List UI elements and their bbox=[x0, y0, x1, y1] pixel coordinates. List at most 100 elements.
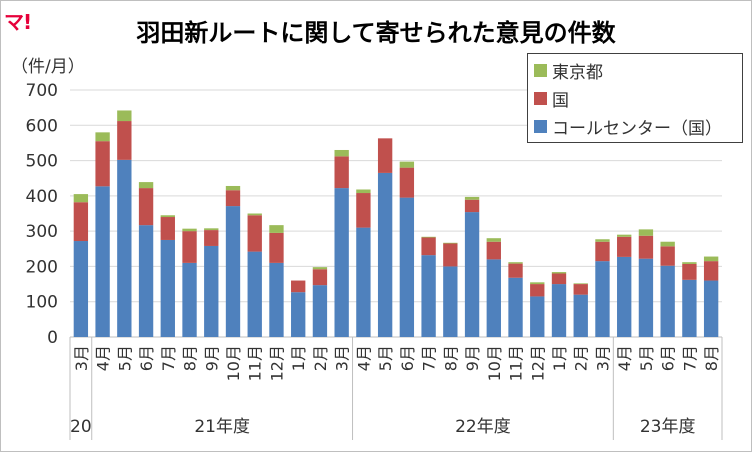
x-tick-label: 4月 bbox=[94, 345, 113, 371]
x-tick-label: 1月 bbox=[289, 345, 308, 371]
bar-segment-series-2 bbox=[573, 283, 588, 285]
x-tick-label: 5月 bbox=[376, 345, 395, 371]
x-tick-label: 7月 bbox=[680, 345, 699, 371]
bar-segment-series-2 bbox=[551, 272, 567, 274]
bar-segment-series-2 bbox=[443, 242, 458, 244]
bar-segment-series-0 bbox=[421, 255, 436, 337]
bar-segment-series-1 bbox=[660, 246, 675, 266]
bar-segment-series-0 bbox=[269, 262, 284, 337]
x-tick-label: 11月 bbox=[507, 345, 526, 381]
x-group-label: 21年度 bbox=[194, 417, 250, 437]
bar-segment-series-1 bbox=[443, 243, 458, 267]
legend-item-tokyo: 東京都 bbox=[534, 58, 603, 83]
x-tick-label: 9月 bbox=[202, 345, 221, 371]
bar-segment-series-2 bbox=[160, 215, 175, 218]
bar-segment-series-0 bbox=[117, 159, 132, 337]
bar-segment-series-2 bbox=[204, 228, 219, 231]
bar-segment-series-0 bbox=[595, 261, 610, 337]
bar-segment-series-1 bbox=[508, 263, 523, 278]
bar-segment-series-0 bbox=[138, 225, 154, 337]
y-tick-label: 400 bbox=[26, 187, 58, 207]
bar-segment-series-2 bbox=[703, 256, 719, 262]
y-axis-tick-labels: 0 100 200 300 400 500 600 700 bbox=[26, 81, 58, 348]
x-tick-label: 6月 bbox=[137, 345, 156, 371]
bar-segment-series-1 bbox=[291, 280, 306, 293]
bar-segment-series-2 bbox=[595, 239, 610, 242]
bar-segment-series-0 bbox=[703, 280, 719, 337]
bar-segment-series-0 bbox=[660, 265, 675, 337]
bar-segment-series-1 bbox=[160, 217, 175, 240]
x-group-label: 20 bbox=[70, 417, 92, 437]
x-group-label: 23年度 bbox=[640, 417, 696, 437]
y-tick-label: 200 bbox=[26, 257, 58, 277]
bar-segment-series-1 bbox=[530, 284, 545, 297]
legend-label-call-center: コールセンター（国） bbox=[552, 118, 722, 139]
bar-segment-series-1 bbox=[269, 232, 284, 263]
bar-segment-series-2 bbox=[269, 225, 284, 233]
bar-segment-series-2 bbox=[334, 149, 349, 157]
bar-segment-series-2 bbox=[356, 189, 371, 194]
bars bbox=[73, 110, 719, 337]
x-tick-label: 5月 bbox=[115, 345, 134, 371]
x-tick-label: 10月 bbox=[224, 345, 243, 381]
bar-segment-series-0 bbox=[73, 241, 89, 337]
bar-segment-series-0 bbox=[530, 296, 545, 337]
bar-segment-series-2 bbox=[117, 110, 132, 122]
bar-segment-series-1 bbox=[334, 156, 349, 189]
bar-segment-series-0 bbox=[160, 239, 175, 337]
bar-segment-series-0 bbox=[356, 227, 371, 337]
bar-segment-series-2 bbox=[660, 241, 675, 247]
bar-segment-series-0 bbox=[312, 285, 328, 337]
bar-segment-series-1 bbox=[377, 138, 393, 173]
bar-segment-series-1 bbox=[595, 241, 610, 262]
legend-swatch-national bbox=[534, 91, 547, 105]
bar-segment-series-2 bbox=[225, 185, 241, 191]
bar-segment-series-1 bbox=[617, 236, 632, 257]
x-tick-label: 6月 bbox=[659, 345, 678, 371]
x-tick-label: 8月 bbox=[181, 345, 200, 371]
bar-segment-series-0 bbox=[204, 245, 219, 337]
y-tick-label: 0 bbox=[47, 328, 58, 348]
x-tick-label: 3月 bbox=[333, 345, 352, 371]
bar-segment-series-1 bbox=[225, 190, 241, 207]
bar-segment-series-2 bbox=[399, 161, 415, 168]
bar-segment-series-1 bbox=[551, 273, 567, 285]
x-axis: 3月 4月 5月 6月 7月 8月 9月 10月 11月 12月 1月 2月 3月 4月 5月 6月 7月 8月 9… bbox=[69, 337, 723, 440]
bar-segment-series-0 bbox=[573, 294, 588, 337]
bar-segment-series-0 bbox=[225, 206, 241, 337]
bar-segment-series-1 bbox=[247, 215, 262, 252]
bar-segment-series-0 bbox=[443, 266, 458, 337]
x-tick-label: 2月 bbox=[572, 345, 591, 371]
bar-segment-series-1 bbox=[638, 235, 654, 259]
bar-segment-series-0 bbox=[682, 279, 697, 337]
bar-segment-series-0 bbox=[508, 277, 523, 337]
y-tick-label: 700 bbox=[26, 81, 58, 101]
bar-segment-series-0 bbox=[182, 262, 197, 337]
x-tick-label: 3月 bbox=[593, 345, 612, 371]
bar-segment-series-1 bbox=[486, 241, 501, 260]
bar-segment-series-0 bbox=[247, 251, 262, 337]
legend-item-national: 国 bbox=[534, 86, 569, 111]
bar-segment-series-1 bbox=[421, 237, 436, 256]
bar-segment-series-2 bbox=[312, 267, 328, 270]
bar-segment-series-2 bbox=[138, 182, 154, 189]
bar-segment-series-2 bbox=[95, 132, 110, 142]
x-group-label: 22年度 bbox=[455, 417, 511, 437]
bar-segment-series-0 bbox=[551, 284, 567, 337]
legend-swatch-call-center bbox=[534, 119, 547, 133]
x-tick-label: 7月 bbox=[420, 345, 439, 371]
legend-swatch-tokyo bbox=[534, 63, 547, 77]
bar-segment-series-1 bbox=[138, 188, 154, 226]
bar-segment-series-1 bbox=[204, 230, 219, 246]
bar-segment-series-1 bbox=[356, 193, 371, 228]
x-tick-label: 7月 bbox=[159, 345, 178, 371]
bar-segment-series-0 bbox=[638, 258, 654, 337]
y-tick-label: 500 bbox=[26, 152, 58, 172]
bar-segment-series-2 bbox=[464, 196, 480, 200]
bar-segment-series-0 bbox=[464, 212, 480, 337]
x-tick-label: 8月 bbox=[441, 345, 460, 371]
bar-segment-series-2 bbox=[247, 213, 262, 216]
bar-segment-series-2 bbox=[530, 282, 545, 285]
bar-segment-series-1 bbox=[182, 231, 197, 263]
bar-segment-series-0 bbox=[617, 256, 632, 337]
